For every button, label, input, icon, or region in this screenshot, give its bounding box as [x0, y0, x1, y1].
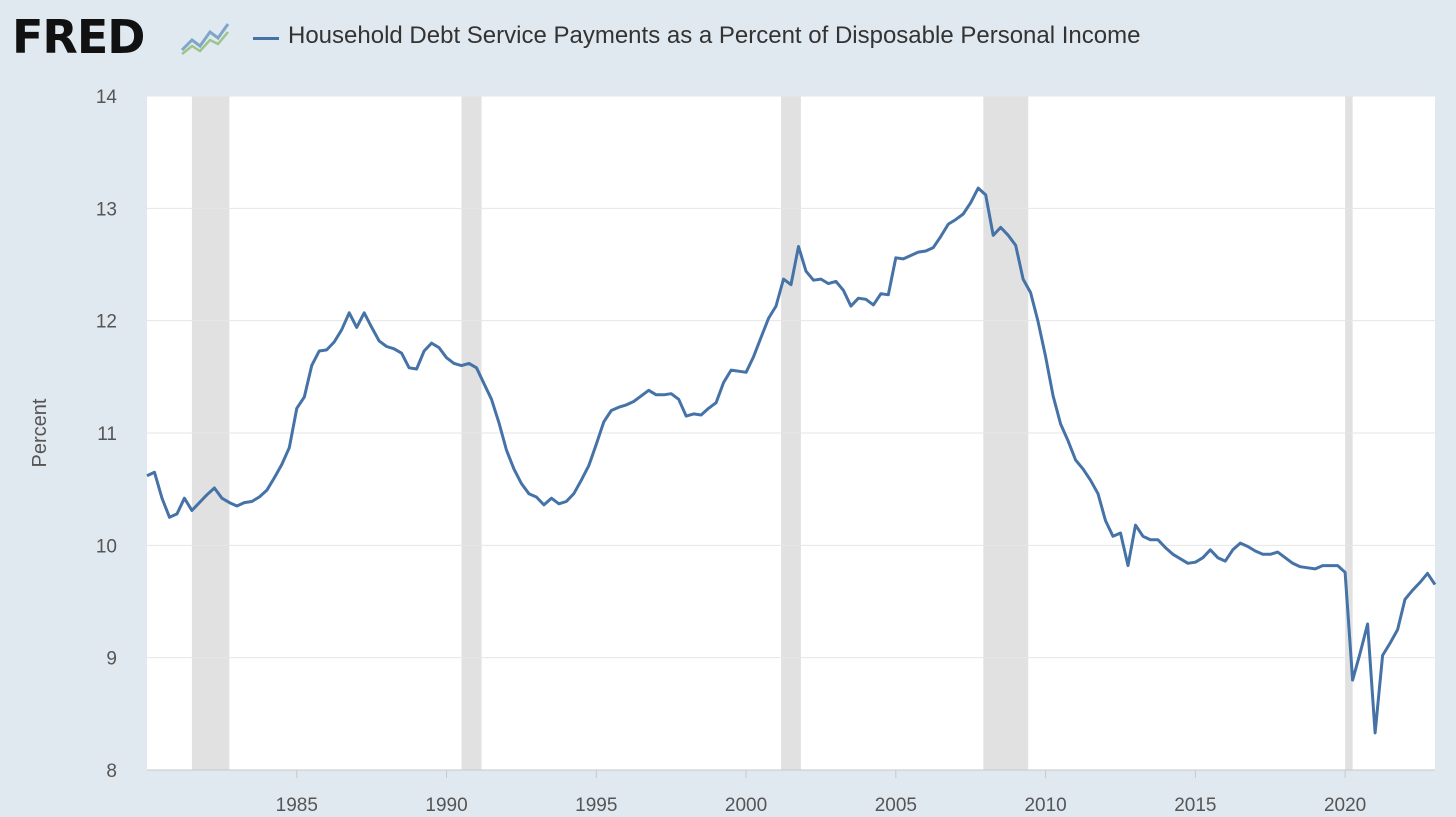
y-tick-label: 12	[96, 312, 117, 333]
legend-label: Household Debt Service Payments as a Per…	[288, 22, 1141, 49]
y-tick-label: 8	[106, 761, 117, 782]
x-tick-label: 2005	[875, 795, 917, 816]
y-tick-label: 11	[97, 424, 117, 445]
x-tick-label: 2010	[1024, 795, 1066, 816]
y-tick-label: 14	[96, 87, 118, 108]
series-line	[146, 186, 1437, 735]
legend-swatch	[253, 37, 279, 40]
x-tick-label: 1985	[276, 795, 318, 816]
x-tick-label: 2015	[1174, 795, 1216, 816]
fred-logo[interactable]: FRED	[12, 10, 145, 64]
y-tick-label: 13	[96, 199, 117, 220]
y-axis-label: Percent	[29, 398, 51, 467]
x-tick-label: 2000	[725, 795, 767, 816]
x-tick-label: 1990	[425, 795, 467, 816]
trend-line-icon	[180, 23, 230, 55]
chart-header: FRED Household Debt Service Payments as …	[0, 0, 1456, 80]
y-tick-label: 10	[96, 536, 117, 557]
y-tick-label: 9	[106, 649, 117, 670]
x-tick-label: 2020	[1324, 795, 1366, 816]
x-tick-label: 1995	[575, 795, 617, 816]
